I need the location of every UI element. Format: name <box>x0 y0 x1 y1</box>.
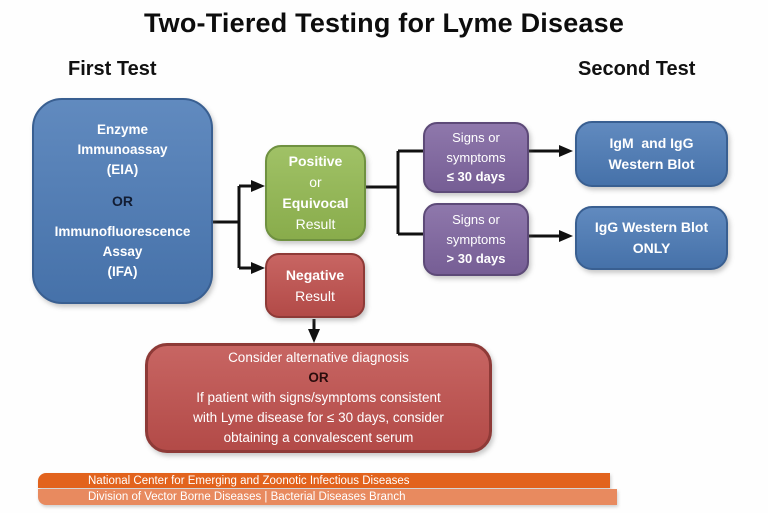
positive-line-2: or <box>309 174 322 190</box>
positive-line-4: Result <box>295 216 336 232</box>
ifa-line-1: Immunofluorescence <box>54 223 191 239</box>
alt-line-3: with Lyme disease for ≤ 30 days, conside… <box>193 409 444 425</box>
early-line-1: Signs or <box>452 130 500 146</box>
first-test-label: First Test <box>68 58 157 80</box>
alt-line-4: obtaining a convalescent serum <box>223 429 414 445</box>
alternative-diagnosis-box: Consider alternative diagnosis OR If pat… <box>145 343 492 453</box>
ifa-line-3: (IFA) <box>107 264 138 279</box>
footer-ncezid-bar: National Center for Emerging and Zoonoti… <box>38 473 610 488</box>
late-line-1: Signs or <box>452 212 500 228</box>
igg-line-2: ONLY <box>632 240 671 256</box>
connector-positive-split <box>366 149 423 236</box>
positive-result-box: Positive or Equivocal Result <box>265 145 366 241</box>
early-line-3: ≤ 30 days <box>446 169 506 185</box>
alt-line-1: Consider alternative diagnosis <box>228 350 409 366</box>
footer-division-text: Division of Vector Borne Diseases | Bact… <box>88 491 406 503</box>
ifa-line-2: Assay <box>102 243 143 259</box>
late-line-3: > 30 days <box>446 251 506 267</box>
igg-western-blot-only-box: IgG Western Blot ONLY <box>575 206 728 270</box>
eia-line-1: Enzyme <box>96 121 149 137</box>
negative-line-1: Negative <box>285 266 345 283</box>
eia-or-text: OR <box>112 192 133 209</box>
alt-or-text: OR <box>308 370 329 386</box>
footer-division-bar: Division of Vector Borne Diseases | Bact… <box>38 489 617 505</box>
connector-eia-split <box>213 186 241 268</box>
igg-line-1: IgG Western Blot <box>594 219 709 235</box>
page-title: Two-Tiered Testing for Lyme Disease <box>143 8 625 38</box>
positive-line-3: Equivocal <box>282 195 349 211</box>
negative-result-box: Negative Result <box>265 253 365 318</box>
signs-symptoms-early-box: Signs or symptoms ≤ 30 days <box>423 122 529 193</box>
igm-line-2: Western Blot <box>608 156 695 172</box>
early-line-2: symptoms <box>446 149 506 165</box>
first-test-box: Enzyme Immunoassay (EIA) OR Immunofluore… <box>32 98 213 304</box>
signs-symptoms-late-box: Signs or symptoms > 30 days <box>423 203 529 276</box>
footer-ncezid-text: National Center for Emerging and Zoonoti… <box>88 474 410 487</box>
alt-line-2: If patient with signs/symptoms consisten… <box>196 390 441 406</box>
second-test-label: Second Test <box>578 58 696 80</box>
eia-line-2: Immunoassay <box>77 142 168 157</box>
igm-line-1: IgM and IgG <box>609 135 694 151</box>
eia-line-3: (EIA) <box>106 162 139 178</box>
late-line-2: symptoms <box>446 231 506 247</box>
positive-line-1: Positive <box>288 153 343 169</box>
negative-line-2: Result <box>295 287 335 304</box>
igm-igg-western-blot-box: IgM and IgG Western Blot <box>575 121 728 187</box>
